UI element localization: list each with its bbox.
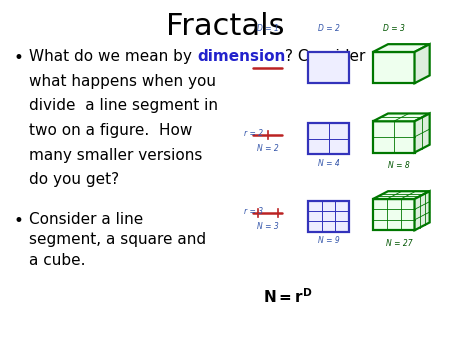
Polygon shape xyxy=(373,191,430,199)
Text: •: • xyxy=(14,212,23,230)
Text: •: • xyxy=(14,49,23,67)
Bar xyxy=(373,121,414,152)
Text: dimension: dimension xyxy=(197,49,285,64)
Text: D = 1: D = 1 xyxy=(257,24,279,33)
Text: N = 8: N = 8 xyxy=(388,161,410,170)
Polygon shape xyxy=(414,191,430,230)
Text: $\mathbf{N = r^D}$: $\mathbf{N = r^D}$ xyxy=(263,287,313,306)
Polygon shape xyxy=(373,44,430,52)
Bar xyxy=(373,199,414,230)
Bar xyxy=(373,52,414,83)
Text: D = 2: D = 2 xyxy=(318,24,339,33)
Polygon shape xyxy=(373,114,430,121)
Text: What do we mean by: What do we mean by xyxy=(29,49,197,64)
Text: Fractals: Fractals xyxy=(166,12,284,41)
Polygon shape xyxy=(414,44,430,83)
Text: do you get?: do you get? xyxy=(29,172,119,187)
Text: D = 3: D = 3 xyxy=(383,24,405,33)
Bar xyxy=(308,201,349,232)
Bar xyxy=(308,123,349,154)
Text: r = 3: r = 3 xyxy=(244,207,263,216)
Text: two on a figure.  How: two on a figure. How xyxy=(29,123,193,138)
Text: r = 2: r = 2 xyxy=(244,129,263,138)
Text: Consider a line
segment, a square and
a cube.: Consider a line segment, a square and a … xyxy=(29,212,207,268)
Text: N = 3: N = 3 xyxy=(257,222,279,231)
Text: N = 2: N = 2 xyxy=(257,144,279,153)
Text: what happens when you: what happens when you xyxy=(29,74,216,89)
Text: ? Consider: ? Consider xyxy=(285,49,366,64)
Polygon shape xyxy=(414,114,430,152)
Text: many smaller versions: many smaller versions xyxy=(29,148,202,163)
Bar xyxy=(308,52,349,83)
Text: divide  a line segment in: divide a line segment in xyxy=(29,98,218,113)
Text: N = 9: N = 9 xyxy=(318,236,339,245)
Text: N = 4: N = 4 xyxy=(318,159,339,168)
Text: N = 27: N = 27 xyxy=(386,239,413,248)
